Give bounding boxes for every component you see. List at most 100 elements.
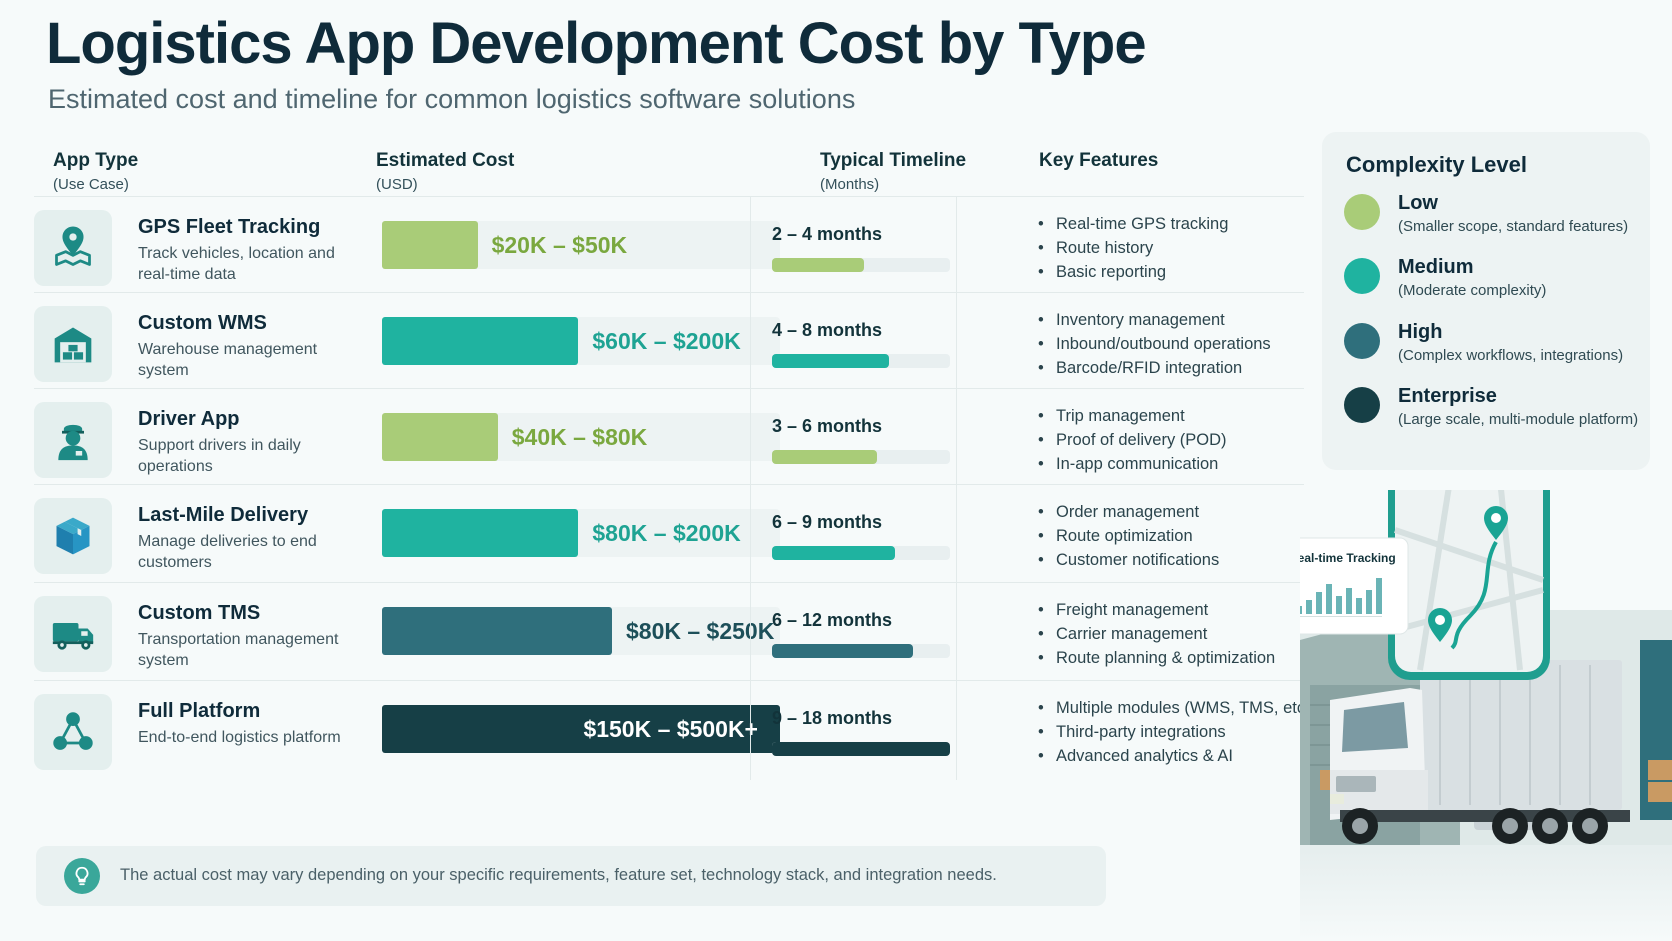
- row-divider: [34, 196, 1304, 197]
- column-divider: [750, 680, 751, 780]
- cost-bar: [382, 607, 612, 655]
- legend-swatch: [1344, 194, 1380, 230]
- app-type-description: Warehouse management system: [138, 341, 318, 379]
- legend-level-name: High: [1398, 321, 1443, 343]
- legend-level-description: (Large scale, multi-module platform): [1398, 411, 1639, 428]
- note-text: The actual cost may vary depending on yo…: [120, 866, 997, 884]
- timeline-bar: [772, 258, 865, 272]
- feature-item: Route history: [1038, 236, 1228, 260]
- app-type-description: Transportation management system: [138, 631, 339, 669]
- cost-bar: [382, 221, 478, 269]
- column-divider: [956, 680, 957, 780]
- cost-label: $80K – $200K: [592, 520, 741, 546]
- column-divider: [956, 196, 957, 296]
- column-divider: [956, 388, 957, 488]
- feature-list: Inventory managementInbound/outbound ope…: [1038, 308, 1271, 380]
- column-header-label: App Type: [53, 150, 139, 171]
- timeline-label: 2 – 4 months: [772, 224, 883, 244]
- cost-bar: [382, 509, 579, 557]
- truck-icon: [34, 596, 112, 672]
- app-type-description: Manage deliveries to end customers: [138, 533, 317, 571]
- app-type-description: End-to-end logistics platform: [138, 729, 341, 746]
- app-type-name: Driver App: [138, 408, 240, 430]
- cost-bar: [382, 413, 498, 461]
- feature-item: Proof of delivery (POD): [1038, 428, 1227, 452]
- feature-list: Multiple modules (WMS, TMS, etc.)Third-p…: [1038, 696, 1315, 768]
- logistics-illustration: Real-time Tracking: [1277, 464, 1672, 941]
- feature-item: Barcode/RFID integration: [1038, 356, 1271, 380]
- timeline-label: 6 – 12 months: [772, 610, 893, 630]
- legend-level-description: (Moderate complexity): [1398, 282, 1547, 299]
- feature-item: Route planning & optimization: [1038, 646, 1275, 670]
- feature-item: Trip management: [1038, 404, 1227, 428]
- app-type-description: Support drivers in daily operations: [138, 437, 301, 475]
- cost-label: $80K – $250K: [626, 618, 775, 644]
- legend-swatch: [1344, 258, 1380, 294]
- lightbulb-icon: [64, 858, 100, 894]
- feature-list: Trip managementProof of delivery (POD)In…: [1038, 404, 1227, 476]
- cost-bar: [382, 317, 579, 365]
- tracking-card-title: Real-time Tracking: [1300, 551, 1396, 565]
- driver-icon: [34, 402, 112, 478]
- app-type-name: Full Platform: [138, 700, 261, 722]
- table-row: Last-Mile Delivery Manage deliveries to e…: [34, 484, 1304, 586]
- column-header-sub: (Months): [820, 176, 880, 193]
- app-type-name: Last-Mile Delivery: [138, 504, 309, 526]
- column-divider: [750, 582, 751, 682]
- cost-note: The actual cost may vary depending on yo…: [36, 846, 1106, 906]
- cost-bar: [382, 705, 780, 753]
- feature-item: Order management: [1038, 500, 1219, 524]
- feature-item: Multiple modules (WMS, TMS, etc.): [1038, 696, 1315, 720]
- feature-item: Route optimization: [1038, 524, 1219, 548]
- legend-level-name: Medium: [1398, 256, 1474, 278]
- warehouse-icon: [34, 306, 112, 382]
- feature-item: Inventory management: [1038, 308, 1271, 332]
- timeline-bar: [772, 450, 877, 464]
- timeline-label: 9 – 18 months: [772, 708, 893, 728]
- timeline-label: 6 – 9 months: [772, 512, 883, 532]
- column-divider: [750, 196, 751, 296]
- app-type-description: Track vehicles, location and real-time d…: [138, 245, 335, 283]
- timeline-bar: [772, 742, 950, 756]
- column-divider: [750, 292, 751, 392]
- network-icon: [34, 694, 112, 770]
- feature-item: Carrier management: [1038, 622, 1275, 646]
- column-divider: [956, 582, 957, 682]
- column-header-label: Key Features: [1039, 150, 1159, 171]
- column-header-label: Estimated Cost: [376, 150, 515, 171]
- feature-item: Freight management: [1038, 598, 1275, 622]
- column-header-sub: (Use Case): [53, 176, 129, 193]
- legend-level-description: (Complex workflows, integrations): [1398, 347, 1624, 364]
- page-subtitle: Estimated cost and timeline for common l…: [48, 84, 856, 114]
- timeline-bar: [772, 546, 895, 560]
- row-divider: [34, 680, 1304, 681]
- legend-swatch: [1344, 323, 1380, 359]
- column-header-label: Typical Timeline: [820, 150, 967, 171]
- feature-item: Basic reporting: [1038, 260, 1228, 284]
- timeline-bar: [772, 644, 914, 658]
- column-header-cost: Estimated Cost (USD): [376, 150, 514, 193]
- feature-item: Customer notifications: [1038, 548, 1219, 572]
- package-icon: [34, 498, 112, 574]
- row-divider: [34, 388, 1304, 389]
- table-row: Full Platform End-to-end logistics platfo…: [34, 680, 1315, 782]
- feature-item: In-app communication: [1038, 452, 1227, 476]
- timeline-label: 4 – 8 months: [772, 320, 883, 340]
- feature-list: Order managementRoute optimizationCustom…: [1038, 500, 1219, 572]
- page-title: Logistics App Development Cost by Type: [46, 11, 1147, 76]
- app-type-name: Custom WMS: [138, 312, 267, 334]
- complexity-legend: Complexity Level Low (Smaller scope, stan…: [1322, 132, 1650, 470]
- timeline-bar: [772, 354, 889, 368]
- table-row: GPS Fleet Tracking Track vehicles, locati…: [34, 196, 1304, 298]
- cost-label: $60K – $200K: [592, 328, 741, 354]
- cost-label: $20K – $50K: [491, 232, 628, 258]
- column-divider: [956, 484, 957, 584]
- timeline-label: 3 – 6 months: [772, 416, 883, 436]
- feature-list: Freight managementCarrier managementRout…: [1038, 598, 1275, 670]
- cost-label: $150K – $500K+: [583, 716, 758, 742]
- feature-list: Real-time GPS trackingRoute historyBasic…: [1038, 212, 1228, 284]
- legend-level-name: Low: [1398, 192, 1438, 214]
- column-header-timeline: Typical Timeline (Months): [820, 150, 966, 193]
- cost-label: $40K – $80K: [511, 424, 648, 450]
- legend-title: Complexity Level: [1346, 152, 1527, 177]
